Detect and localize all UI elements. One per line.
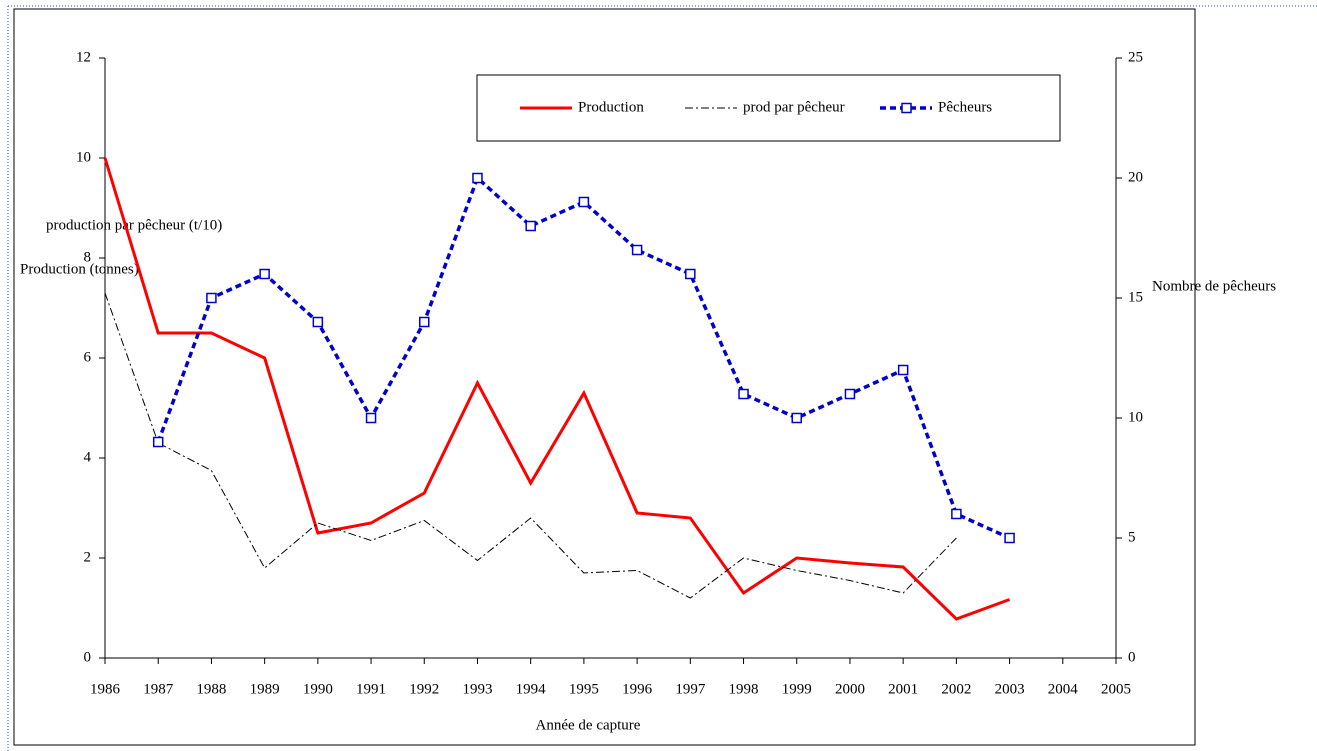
legend-marker xyxy=(901,102,912,114)
y2-tick-label: 15 xyxy=(1128,289,1143,305)
legend-label: Pêcheurs xyxy=(938,99,992,115)
point-marker xyxy=(152,436,164,448)
y2-tick-label: 20 xyxy=(1128,169,1143,185)
point-marker xyxy=(578,196,590,208)
x-tick-label: 1991 xyxy=(356,681,386,697)
x-tick-label: 1994 xyxy=(516,681,547,697)
legend-label: prod par pêcheur xyxy=(743,99,845,115)
y2-tick-label: 25 xyxy=(1128,49,1143,65)
point-marker xyxy=(897,364,909,376)
x-tick-label: 1990 xyxy=(303,681,333,697)
x-tick-label: 2005 xyxy=(1101,681,1131,697)
x-tick-label: 1992 xyxy=(409,681,439,697)
x-tick-label: 2003 xyxy=(995,681,1025,697)
point-marker xyxy=(206,292,217,304)
y2-axis-label: Nombre de pêcheurs xyxy=(1152,278,1276,294)
point-marker xyxy=(312,316,324,328)
point-marker xyxy=(525,220,536,232)
point-marker xyxy=(365,412,377,424)
y-tick-label: 2 xyxy=(84,549,92,565)
x-tick-label: 1993 xyxy=(462,681,492,697)
y-tick-label: 0 xyxy=(84,649,92,665)
point-marker xyxy=(791,412,802,424)
x-tick-label: 1995 xyxy=(569,681,599,697)
x-tick-label: 2000 xyxy=(835,681,865,697)
x-tick-label: 2004 xyxy=(1048,681,1079,697)
y-tick-label: 10 xyxy=(76,149,91,165)
series-line xyxy=(104,292,957,599)
y-tick-label: 4 xyxy=(84,449,92,465)
x-tick-label: 1989 xyxy=(250,681,280,697)
x-tick-label: 1986 xyxy=(90,681,121,697)
y2-tick-label: 5 xyxy=(1128,529,1136,545)
legend-box xyxy=(476,74,1061,142)
x-tick-label: 1988 xyxy=(196,681,226,697)
x-axis-label: Année de capture xyxy=(536,717,641,733)
point-marker xyxy=(951,508,962,520)
y2-tick-label: 10 xyxy=(1128,409,1143,425)
x-tick-label: 1987 xyxy=(143,681,174,697)
x-tick-label: 1997 xyxy=(675,681,706,697)
y-axis-label: Production (tonnes) xyxy=(20,261,139,277)
x-tick-label: 2001 xyxy=(888,681,918,697)
point-marker xyxy=(738,388,749,400)
y2-tick-label: 0 xyxy=(1128,649,1136,665)
y-tick-label: 12 xyxy=(76,49,91,65)
point-marker xyxy=(259,268,270,280)
x-tick-label: 2002 xyxy=(941,681,971,697)
series-line xyxy=(156,174,1011,540)
point-marker xyxy=(844,388,856,400)
chart-border xyxy=(13,8,1196,746)
point-marker xyxy=(1004,532,1015,544)
series-line xyxy=(103,157,1011,621)
y-tick-label: 6 xyxy=(84,349,92,365)
point-marker xyxy=(419,316,430,328)
x-tick-label: 1998 xyxy=(729,681,759,697)
point-marker xyxy=(472,172,483,184)
x-tick-label: 1999 xyxy=(782,681,812,697)
point-marker xyxy=(631,244,643,256)
x-tick-label: 1996 xyxy=(622,681,653,697)
y-tick-label: 8 xyxy=(84,249,92,265)
legend-label: Production xyxy=(578,99,644,115)
point-marker xyxy=(685,268,696,280)
y-axis-label-2: production par pêcheur (t/10) xyxy=(46,217,222,233)
